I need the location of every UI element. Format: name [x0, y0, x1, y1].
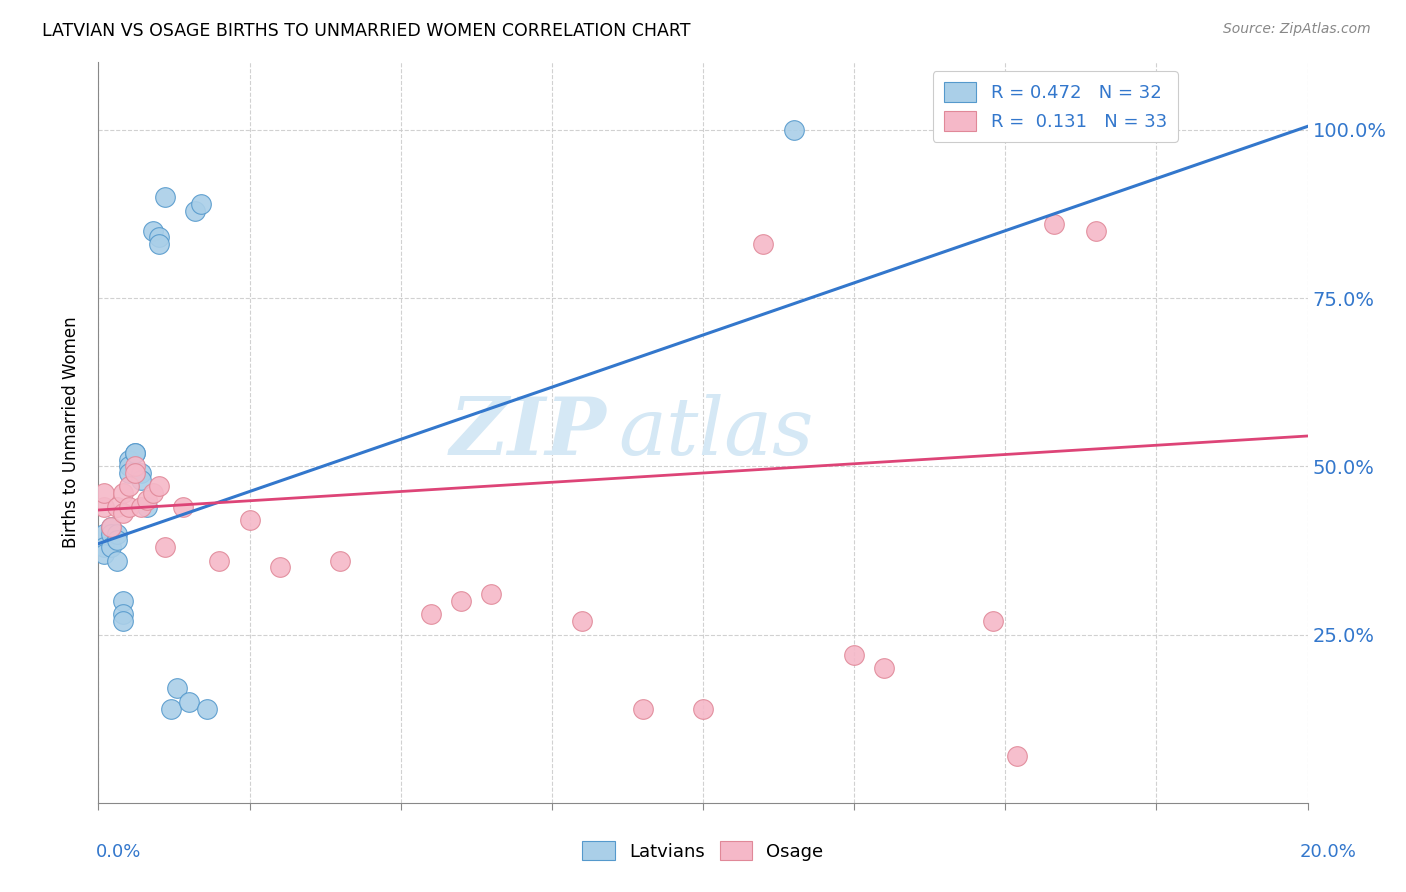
Point [100, 520, 122, 534]
Point [1042, 217, 1064, 231]
Point [93, 486, 115, 500]
Point [129, 466, 152, 480]
Text: ZIP: ZIP [450, 394, 606, 471]
Point [1024, 122, 1046, 136]
Point [105, 533, 128, 548]
Point [148, 479, 170, 493]
Point [100, 520, 122, 534]
Point [118, 500, 141, 514]
Point [195, 701, 218, 715]
Point [124, 459, 146, 474]
Y-axis label: Births to Unmarried Women: Births to Unmarried Women [62, 317, 80, 549]
Point [981, 614, 1004, 628]
Point [873, 661, 896, 675]
Point [129, 473, 152, 487]
Text: atlas: atlas [619, 394, 814, 471]
Text: 20.0%: 20.0% [1301, 843, 1357, 861]
Point [111, 486, 134, 500]
Point [93, 526, 115, 541]
Point [481, 587, 503, 601]
Point [93, 547, 115, 561]
Point [118, 459, 141, 474]
Point [160, 701, 183, 715]
Point [124, 466, 146, 480]
Text: LATVIAN VS OSAGE BIRTHS TO UNMARRIED WOMEN CORRELATION CHART: LATVIAN VS OSAGE BIRTHS TO UNMARRIED WOM… [42, 22, 690, 40]
Text: 0.0%: 0.0% [96, 843, 141, 861]
Point [129, 500, 152, 514]
Point [172, 500, 194, 514]
Point [124, 446, 146, 460]
Point [118, 452, 141, 467]
Point [631, 701, 654, 715]
Point [166, 681, 188, 696]
Point [118, 479, 141, 493]
Text: Source: ZipAtlas.com: Source: ZipAtlas.com [1223, 22, 1371, 37]
Point [153, 540, 176, 554]
Point [1007, 748, 1029, 763]
Point [100, 540, 122, 554]
Point [190, 196, 212, 211]
Point [100, 526, 122, 541]
Point [1085, 224, 1108, 238]
Legend: Latvians, Osage: Latvians, Osage [575, 833, 831, 868]
Point [148, 237, 170, 252]
Point [93, 540, 115, 554]
Point [269, 560, 291, 574]
Point [571, 614, 593, 628]
Point [692, 701, 714, 715]
Point [179, 695, 201, 709]
Point [105, 553, 128, 567]
Point [135, 500, 157, 514]
Point [752, 237, 775, 252]
Point [118, 466, 141, 480]
Point [142, 486, 165, 500]
Point [148, 230, 170, 244]
Point [111, 594, 134, 608]
Point [153, 190, 176, 204]
Point [450, 594, 472, 608]
Point [111, 614, 134, 628]
Point [142, 224, 165, 238]
Point [184, 203, 207, 218]
Point [239, 513, 262, 527]
Point [105, 526, 128, 541]
Point [208, 553, 231, 567]
Point [93, 500, 115, 514]
Point [111, 607, 134, 622]
Point [783, 122, 806, 136]
Point [111, 507, 134, 521]
Point [135, 492, 157, 507]
Point [420, 607, 443, 622]
Point [124, 446, 146, 460]
Point [844, 648, 866, 662]
Point [105, 500, 128, 514]
Point [329, 553, 352, 567]
